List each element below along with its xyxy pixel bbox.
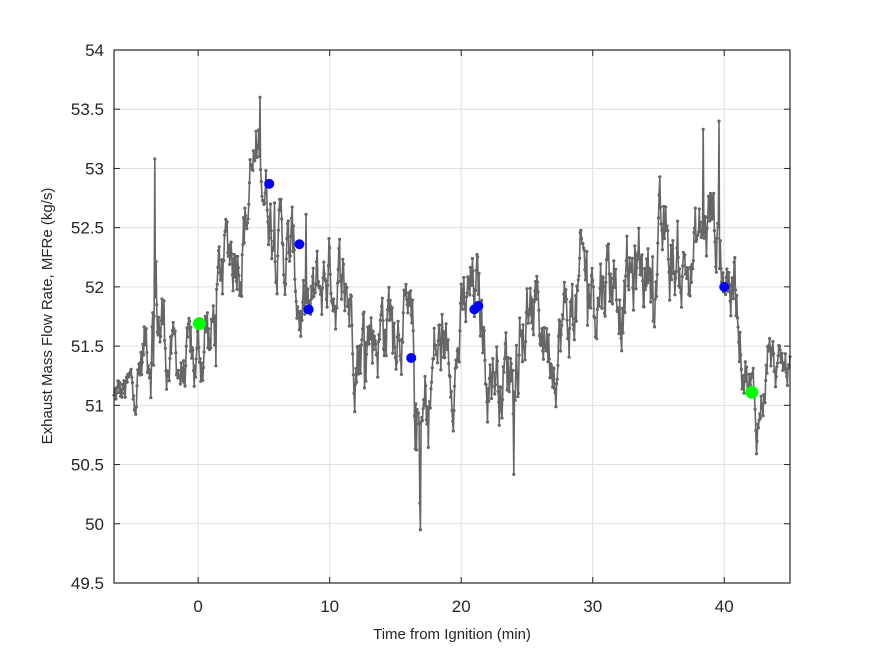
y-tick-label: 53 bbox=[85, 159, 104, 178]
y-axis-label: Exhaust Mass Flow Rate, MFRe (kg/s) bbox=[39, 188, 56, 445]
y-tick-label: 50 bbox=[85, 515, 104, 534]
y-tick-label: 52.5 bbox=[71, 219, 104, 238]
y-tick-label: 51.5 bbox=[71, 337, 104, 356]
y-tick-labels: 49.5 50 50.5 51 51.5 52 52.5 53 53.5 54 bbox=[71, 41, 104, 593]
axis-ticks bbox=[114, 49, 790, 584]
blue-marker bbox=[294, 239, 305, 250]
blue-marker bbox=[719, 281, 730, 292]
blue-marker bbox=[406, 352, 417, 363]
highlight-markers bbox=[192, 178, 759, 399]
green-marker bbox=[745, 385, 759, 399]
x-tick-label: 10 bbox=[320, 597, 339, 616]
y-tick-label: 50.5 bbox=[71, 456, 104, 475]
axes-frame bbox=[113, 49, 791, 584]
blue-marker bbox=[303, 304, 314, 315]
blue-marker bbox=[473, 300, 484, 311]
blue-marker bbox=[264, 178, 275, 189]
y-tick-label: 53.5 bbox=[71, 100, 104, 119]
green-marker bbox=[192, 317, 206, 331]
plot-area bbox=[114, 50, 790, 583]
y-tick-label: 52 bbox=[85, 278, 104, 297]
y-tick-label: 51 bbox=[85, 396, 104, 415]
x-tick-label: 40 bbox=[715, 597, 734, 616]
x-tick-label: 20 bbox=[452, 597, 471, 616]
x-axis-label: Time from Ignition (min) bbox=[373, 626, 531, 643]
x-tick-labels: 0 10 20 30 40 bbox=[193, 597, 733, 616]
y-tick-label: 54 bbox=[85, 41, 104, 60]
x-tick-label: 0 bbox=[193, 597, 202, 616]
y-tick-label: 49.5 bbox=[71, 574, 104, 593]
x-tick-label: 30 bbox=[583, 597, 602, 616]
